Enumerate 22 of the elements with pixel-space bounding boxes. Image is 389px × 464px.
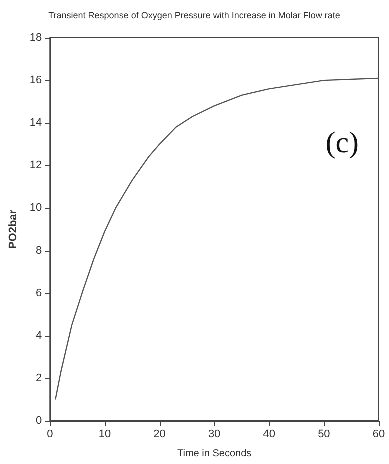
line-series bbox=[55, 78, 380, 400]
y-tick-label: 18 bbox=[30, 32, 42, 44]
chart-title: Transient Response of Oxygen Pressure with Increase in Molar Flow rate bbox=[48, 10, 340, 20]
y-tick-label: 14 bbox=[30, 117, 42, 130]
y-tick-label: 12 bbox=[30, 160, 42, 172]
x-tick-label: 30 bbox=[208, 428, 221, 440]
x-tick-label: 40 bbox=[263, 428, 276, 440]
y-tick-label: 6 bbox=[36, 287, 42, 300]
y-tick-label: 0 bbox=[36, 415, 42, 427]
x-axis-title: Time in Seconds bbox=[178, 448, 252, 460]
x-tick-label: 0 bbox=[47, 428, 54, 440]
y-tick-label: 8 bbox=[36, 244, 42, 257]
y-tick-label: 16 bbox=[30, 74, 42, 87]
y-tick-label: 2 bbox=[36, 372, 42, 384]
x-tick-label: 50 bbox=[318, 428, 330, 440]
annotation: (c) bbox=[326, 126, 359, 160]
x-tick-label: 10 bbox=[98, 428, 112, 440]
x-tick-label: 60 bbox=[372, 428, 386, 440]
y-tick-label: 4 bbox=[36, 330, 42, 342]
y-axis-title: PO2bar bbox=[8, 209, 20, 250]
y-tick-label: 10 bbox=[30, 202, 42, 214]
x-tick-label: 20 bbox=[154, 428, 166, 440]
